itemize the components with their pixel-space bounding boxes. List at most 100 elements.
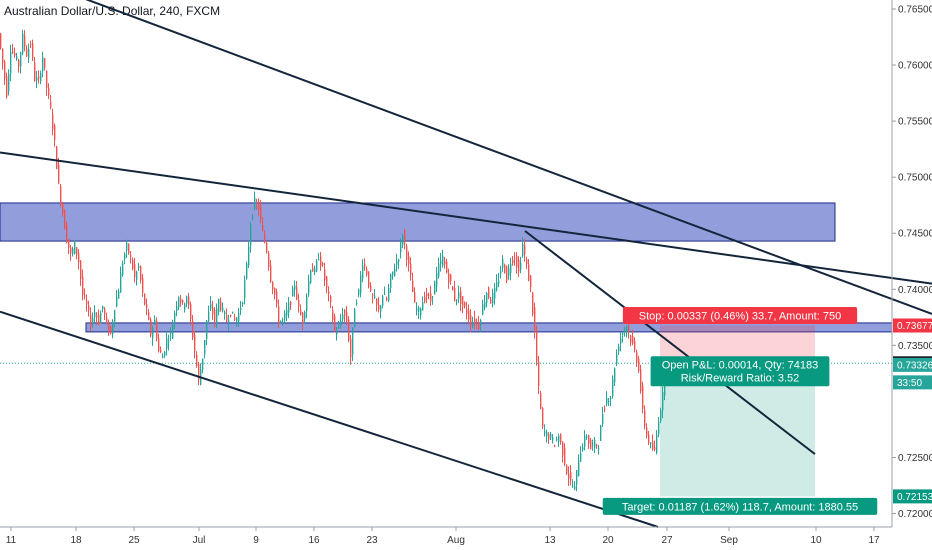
candle-up (16, 56, 18, 60)
candle-up (316, 260, 318, 272)
candle-up (250, 224, 252, 246)
candle-down (408, 255, 410, 264)
candle-up (280, 320, 282, 323)
candle-up (608, 400, 610, 402)
candle-up (612, 378, 614, 397)
candle-up (614, 368, 616, 383)
candle-down (332, 310, 334, 321)
candle-up (508, 268, 510, 276)
candle-down (526, 259, 528, 265)
x-tick-label: 20 (602, 535, 614, 546)
candle-down (428, 294, 430, 296)
candle-down (82, 276, 84, 295)
candle-up (660, 410, 662, 422)
candle-down (2, 48, 4, 63)
candle-down (476, 321, 478, 323)
candle-up (232, 311, 234, 314)
candle-down (180, 298, 182, 303)
candle-down (344, 309, 346, 316)
candle-up (352, 327, 354, 355)
candle-up (116, 297, 118, 307)
candle-down (0, 33, 2, 48)
candle-down (50, 102, 52, 108)
candle-down (4, 61, 6, 79)
candle-down (644, 410, 646, 426)
candle-down (274, 288, 276, 295)
candle-up (218, 299, 220, 312)
candle-up (216, 307, 218, 324)
candle-down (158, 338, 160, 351)
candle-up (484, 301, 486, 309)
candle-up (362, 265, 364, 279)
candle-down (454, 288, 456, 301)
candle-up (662, 392, 664, 411)
candle-up (112, 322, 114, 335)
candle-down (554, 445, 556, 447)
candle-down (566, 465, 568, 474)
candle-down (32, 43, 34, 58)
price-zone[interactable] (0, 202, 836, 242)
target-label-bg (602, 497, 878, 515)
candle-down (386, 298, 388, 301)
candle-up (184, 303, 186, 310)
candle-down (648, 434, 650, 443)
candle-up (20, 52, 22, 67)
candle-down (410, 263, 412, 275)
x-tick-label: 23 (366, 535, 378, 546)
trendline[interactable] (0, 151, 932, 285)
candle-up (384, 294, 386, 296)
candle-up (168, 341, 170, 343)
candle-down (334, 315, 336, 332)
candle-down (260, 205, 262, 219)
pnl-bg (650, 356, 830, 387)
candle-down (632, 336, 634, 344)
candle-up (558, 435, 560, 442)
candle-down (636, 351, 638, 363)
stop-label[interactable]: Stop: 0.00337 (0.46%) 33.7, Amount: 750 (622, 307, 858, 325)
candle-down (514, 257, 516, 259)
candle-up (244, 280, 246, 299)
candle-up (418, 307, 420, 312)
pnl-label[interactable]: Open P&L: 0.00014, Qty: 74183Risk/Reward… (650, 356, 830, 387)
x-tick-label: 18 (70, 535, 82, 546)
candle-up (610, 397, 612, 400)
candle-up (496, 281, 498, 290)
candle-up (204, 340, 206, 355)
candle-up (650, 442, 652, 444)
candle-down (268, 253, 270, 268)
candle-up (210, 303, 212, 310)
candle-up (354, 308, 356, 328)
candle-down (34, 62, 36, 81)
x-tick-label: 9 (253, 535, 259, 546)
candle-up (578, 460, 580, 477)
candle-up (602, 414, 604, 424)
candle-up (438, 263, 440, 277)
candle-up (594, 439, 596, 448)
candle-down (590, 439, 592, 450)
candle-down (372, 295, 374, 297)
candle-up (252, 216, 254, 218)
candle-down (110, 326, 112, 334)
candle-down (448, 273, 450, 283)
candle-up (556, 439, 558, 441)
candle-down (516, 255, 518, 268)
trendline[interactable] (0, 310, 659, 528)
candle-up (390, 274, 392, 289)
candle-down (266, 242, 268, 253)
candle-down (298, 299, 300, 307)
candle-down (106, 317, 108, 322)
target-label[interactable]: Target: 0.01187 (1.62%) 118.7, Amount: 1… (602, 497, 878, 515)
candle-down (534, 307, 536, 333)
candle-up (166, 338, 168, 349)
candle-down (560, 434, 562, 443)
trendline[interactable] (70, 0, 932, 315)
candle-down (324, 269, 326, 280)
candle-down (348, 319, 350, 341)
pnl-text: Open P&L: 0.00014, Qty: 74183 (662, 359, 819, 371)
candle-up (40, 73, 42, 82)
candle-down (68, 239, 70, 249)
candle-up (174, 312, 176, 322)
trendline[interactable] (524, 230, 816, 455)
candle-up (440, 260, 442, 265)
